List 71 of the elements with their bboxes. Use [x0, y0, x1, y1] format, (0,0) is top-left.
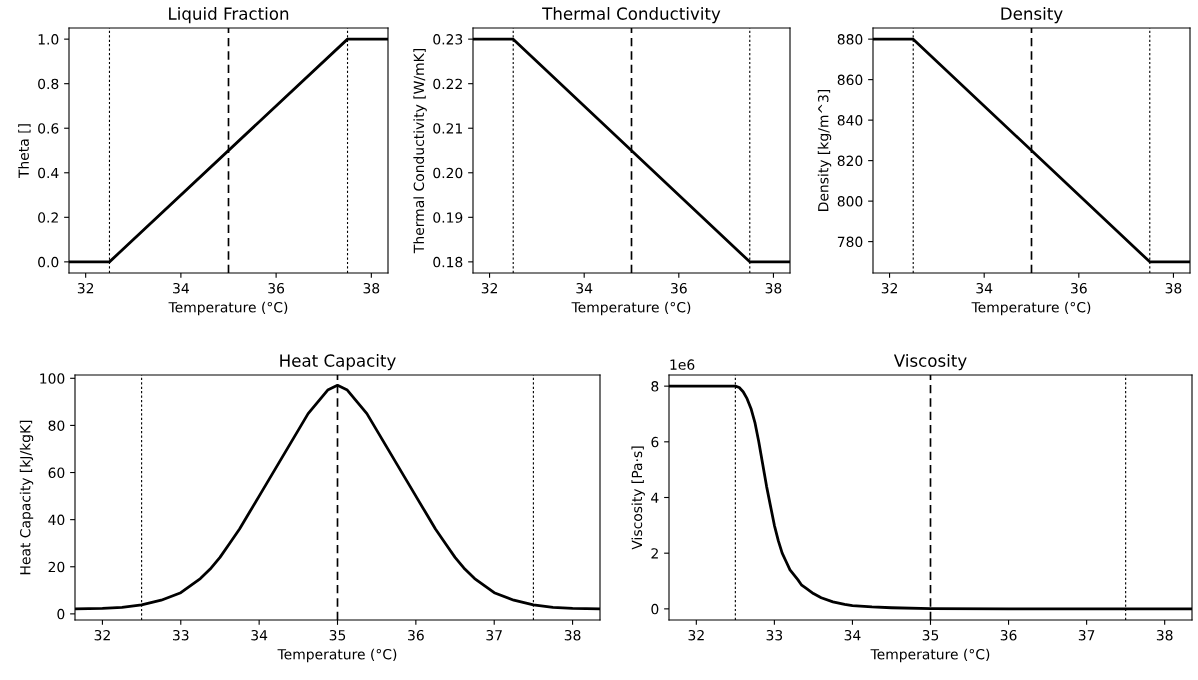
- x-tick-label: 35: [922, 629, 939, 641]
- y-tick-label: 0.6: [38, 123, 59, 134]
- x-tick-label: 32: [481, 282, 498, 294]
- y-tick-label: 2: [651, 548, 658, 559]
- y-axis-title: Heat Capacity [kJ/kgK]: [19, 420, 34, 575]
- x-tick-label: 38: [1165, 282, 1182, 294]
- y-axis-title: Thermal Conductivity [W/mK]: [413, 49, 427, 254]
- y-tick-label: 0: [651, 603, 659, 615]
- chart-title: Liquid Fraction: [169, 7, 289, 24]
- x-tick-label: 33: [766, 629, 783, 641]
- y-tick-label: 40: [48, 514, 65, 526]
- x-tick-label: 34: [576, 282, 593, 294]
- y-tick-label: 0.8: [38, 78, 59, 90]
- x-tick-label: 32: [881, 282, 898, 294]
- y-tick-label: 0.19: [433, 212, 463, 223]
- y-tick-label: 20: [48, 561, 65, 573]
- y-axis-title: Viscosity [Pa·s]: [631, 446, 645, 550]
- y-tick-label: 780: [837, 236, 863, 248]
- x-tick-label: 38: [564, 629, 581, 641]
- y-tick-label: 0: [57, 608, 65, 620]
- y-tick-label: 0.0: [38, 256, 59, 268]
- x-tick-label: 32: [77, 282, 94, 294]
- y-tick-label: 8: [651, 381, 659, 392]
- y-axis-title: Density [kg/m^3]: [817, 89, 832, 211]
- x-axis-title: Temperature (°C): [971, 301, 1091, 316]
- chart-title: Heat Capacity: [280, 354, 396, 371]
- y-tick-label: 4: [651, 492, 659, 503]
- chart-title: Density: [1001, 7, 1063, 24]
- x-tick-label: 38: [1156, 629, 1173, 641]
- x-tick-label: 36: [268, 282, 285, 294]
- x-tick-label: 32: [94, 629, 110, 641]
- y-tick-label: 800: [837, 196, 863, 207]
- chart-title: Viscosity: [893, 354, 967, 371]
- x-tick-label: 36: [671, 282, 687, 294]
- text: 1e6: [670, 359, 695, 370]
- x-tick-label: 34: [976, 282, 993, 294]
- y-tick-label: 840: [837, 115, 863, 126]
- y-tick-label: 80: [48, 420, 65, 431]
- x-axis-title: Temperature (°C): [168, 301, 288, 316]
- y-tick-label: 6: [651, 436, 659, 448]
- y-tick-label: 820: [837, 155, 863, 167]
- x-tick-label: 32: [688, 629, 704, 641]
- x-axis-title: Temperature (°C): [870, 648, 990, 663]
- x-tick-label: 33: [173, 629, 189, 641]
- y-tick-label: 0.18: [433, 256, 463, 268]
- x-tick-label: 36: [1071, 282, 1087, 294]
- x-tick-label: 34: [173, 282, 189, 294]
- y-tick-label: 100: [40, 373, 65, 384]
- x-tick-label: 36: [408, 629, 424, 641]
- x-axis-title: Temperature (°C): [571, 301, 691, 316]
- x-tick-label: 35: [329, 629, 346, 641]
- x-tick-label: 37: [486, 629, 502, 641]
- y-tick-label: 60: [48, 467, 65, 478]
- y-tick-label: 0.4: [38, 167, 59, 179]
- x-tick-label: 38: [765, 282, 782, 294]
- y-tick-label: 880: [837, 34, 863, 45]
- x-tick-label: 34: [844, 629, 861, 641]
- x-tick-label: 34: [251, 629, 268, 641]
- x-tick-label: 38: [363, 282, 380, 294]
- x-tick-label: 36: [1000, 629, 1017, 641]
- y-tick-label: 1.0: [38, 34, 59, 45]
- y-tick-label: 860: [837, 74, 863, 86]
- y-tick-label: 0.22: [433, 78, 462, 90]
- y-axis-title: Theta []: [18, 124, 31, 179]
- x-axis-title: Temperature (°C): [277, 648, 397, 663]
- y-tick-label: 0.23: [433, 34, 463, 45]
- x-tick-label: 37: [1078, 629, 1095, 641]
- chart-title: Thermal Conductivity: [542, 7, 721, 24]
- y-tick-label: 0.20: [433, 167, 463, 179]
- y-tick-label: 0.2: [38, 212, 58, 223]
- y-tick-label: 0.21: [433, 123, 462, 134]
